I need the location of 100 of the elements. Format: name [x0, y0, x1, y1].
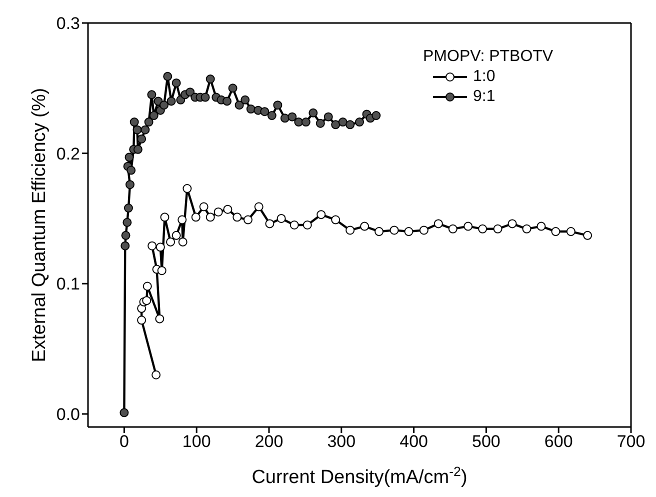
point: [294, 118, 304, 127]
legend-label: 1:0: [473, 68, 496, 86]
point: [133, 144, 142, 154]
x-tick-label: 400: [400, 432, 428, 452]
x-tick-label: 600: [544, 432, 573, 452]
point: [331, 215, 340, 224]
point: [478, 224, 488, 234]
point: [182, 184, 192, 194]
point: [566, 227, 576, 236]
point: [246, 104, 256, 114]
point: [508, 219, 517, 228]
point: [360, 222, 370, 231]
point: [301, 118, 310, 127]
point: [147, 90, 156, 100]
point: [346, 226, 355, 235]
point: [155, 314, 164, 324]
point: [464, 222, 473, 231]
point: [124, 204, 133, 213]
point: [122, 218, 132, 227]
point: [137, 134, 146, 144]
point: [186, 88, 195, 97]
point: [308, 108, 318, 118]
point: [316, 210, 326, 220]
x-tick-label: 100: [182, 432, 211, 452]
point: [149, 111, 158, 120]
point: [214, 207, 223, 216]
point: [390, 226, 399, 235]
point: [125, 180, 134, 190]
point: [120, 241, 130, 250]
y-tick-label: 0.0: [56, 405, 80, 424]
point: [276, 214, 286, 223]
point: [137, 316, 146, 325]
point: [404, 227, 414, 236]
point: [148, 241, 157, 250]
point: [419, 226, 428, 235]
point: [331, 120, 340, 130]
point: [551, 227, 560, 236]
point: [232, 212, 242, 222]
point: [265, 219, 274, 228]
x-tick-label: 0: [119, 432, 129, 452]
x-tick-label: 300: [327, 432, 356, 452]
point: [324, 112, 333, 122]
point: [223, 204, 232, 214]
point: [240, 95, 250, 104]
point: [244, 215, 253, 224]
point: [157, 266, 166, 276]
point: [206, 212, 215, 222]
point: [132, 125, 142, 134]
point: [178, 215, 187, 224]
x-tick-label: 700: [616, 432, 646, 452]
point: [144, 118, 154, 127]
y-tick-label: 0.3: [56, 14, 80, 34]
y-tick-label: 0.2: [56, 144, 80, 164]
point: [124, 152, 134, 162]
point: [260, 107, 270, 116]
point: [172, 230, 181, 240]
point: [522, 224, 532, 234]
legend-label: 9:1: [473, 88, 496, 106]
point: [254, 202, 264, 212]
point: [234, 100, 244, 110]
point: [142, 296, 152, 306]
x-tick-label: 200: [254, 432, 284, 452]
point: [302, 220, 312, 230]
point: [374, 227, 384, 236]
point: [120, 408, 129, 418]
point: [206, 74, 215, 84]
point: [156, 242, 165, 252]
x-axis-title: Current Density(mA/cm$^{-2}$): [252, 464, 468, 488]
point: [121, 230, 130, 240]
point: [493, 224, 502, 234]
point: [142, 282, 152, 291]
legend-title: PMOPV: PTBOTV: [423, 48, 554, 66]
point: [222, 96, 232, 106]
point: [160, 212, 170, 222]
point: [583, 230, 592, 240]
point: [166, 96, 176, 106]
point: [140, 125, 150, 134]
point: [273, 100, 282, 110]
point: [191, 212, 200, 222]
point: [199, 202, 208, 212]
point: [288, 112, 297, 122]
point: [228, 84, 238, 93]
point: [166, 237, 176, 246]
point: [448, 224, 458, 234]
point: [172, 78, 181, 88]
point: [280, 114, 290, 123]
point: [130, 118, 139, 127]
point: [434, 219, 443, 228]
point: [316, 118, 325, 128]
point: [178, 237, 188, 246]
point: [338, 118, 348, 127]
x-tick-label: 500: [472, 432, 500, 452]
point: [163, 72, 172, 81]
point: [346, 120, 355, 130]
point: [200, 92, 210, 102]
point: [290, 220, 299, 230]
y-tick-label: 0.1: [56, 274, 80, 294]
point: [267, 111, 276, 120]
point: [355, 118, 364, 127]
point: [126, 166, 136, 175]
